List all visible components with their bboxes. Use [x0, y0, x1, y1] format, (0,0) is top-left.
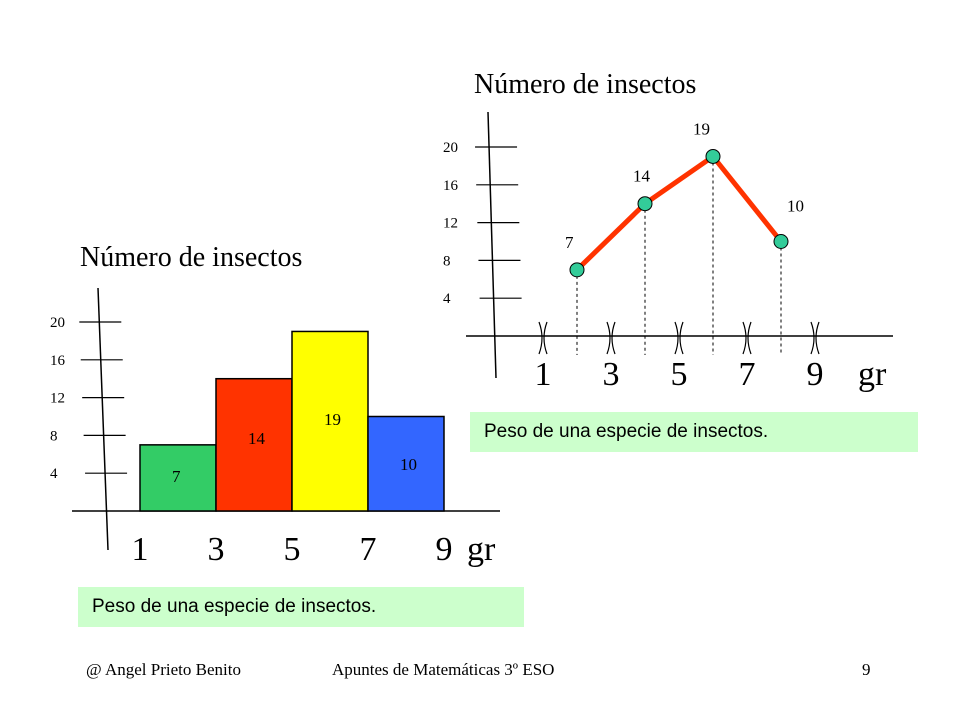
histogram-x-tick-label: 9	[436, 531, 453, 568]
histogram-bar	[215, 377, 293, 512]
polygon-point	[637, 196, 653, 212]
histogram-data-label: 14	[248, 429, 266, 448]
polygon-y-tick-label: 4	[443, 291, 451, 307]
histogram-bar	[291, 330, 369, 512]
histogram-bar	[139, 444, 217, 512]
histogram-y-tick-label: 8	[50, 428, 58, 444]
footer-author: @ Angel Prieto Benito	[86, 660, 241, 679]
histogram-bar	[367, 415, 445, 512]
polygon-x-tick-label: 7	[739, 356, 756, 393]
histogram-caption: Peso de una especie de insectos.	[78, 587, 524, 627]
polygon-x-tick-label: 1	[535, 356, 552, 393]
polygon-x-unit: gr	[858, 356, 887, 393]
polygon-y-tick-label: 20	[443, 140, 458, 156]
polygon-x-tick-label: 5	[671, 356, 688, 393]
histogram-data-label: 10	[400, 455, 417, 474]
polygon-data-label: 7	[565, 233, 574, 252]
polygon-class-bracket	[742, 321, 747, 355]
polygon-class-bracket	[674, 321, 679, 355]
polygon-class-bracket	[611, 321, 616, 355]
histogram-data-label: 19	[324, 410, 341, 429]
polygon-y-tick-label: 8	[443, 253, 451, 269]
polygon-title: Número de insectos	[474, 69, 696, 100]
polygon-point	[773, 234, 789, 249]
polygon-y-axis	[487, 111, 497, 379]
histogram-title: Número de insectos	[80, 242, 302, 273]
polygon-y-ticks: 4 8 12 16 20	[443, 140, 522, 307]
histogram-y-tick-label: 16	[50, 353, 66, 369]
histogram-y-tick-label: 4	[50, 466, 58, 482]
polygon-class-bracket	[815, 321, 820, 355]
histogram-y-ticks: 4 8 12 16 20	[50, 315, 128, 482]
histogram-x-tick-label: 5	[284, 531, 301, 568]
polygon-points	[569, 148, 789, 278]
polygon-data-label: 10	[787, 197, 804, 216]
polygon-class-bracket	[810, 321, 815, 355]
histogram-y-axis	[97, 287, 109, 551]
polygon-class-bracket	[543, 321, 548, 355]
polygon-chart: Número de insectos 4 8 12 16 20 7 14 19 10 1 3 5 7…	[443, 69, 893, 393]
polygon-caption: Peso de una especie de insectos.	[470, 412, 918, 452]
histogram-y-tick-label: 12	[50, 391, 65, 407]
polygon-series-line	[575, 153, 783, 272]
polygon-point	[705, 148, 721, 164]
histogram-chart: Número de insectos 4 8 12 16 20 7 14 19 10 1 3 5 7…	[50, 242, 500, 568]
histogram-x-tick-label: 7	[360, 531, 377, 568]
histogram-x-tick-label: 1	[132, 531, 149, 568]
polygon-class-bracket	[538, 321, 543, 355]
footer-course: Apuntes de Matemáticas 3º ESO	[332, 660, 555, 679]
polygon-class-bracket	[606, 321, 611, 355]
polygon-drop-lines	[576, 156, 782, 355]
polygon-class-bracket	[747, 321, 752, 355]
histogram-data-labels: 7 14 19 10	[172, 410, 417, 486]
histogram-y-tick-label: 20	[50, 315, 65, 331]
polygon-class-bracket	[679, 321, 684, 355]
polygon-x-tick-label: 3	[603, 356, 620, 393]
polygon-x-ticks: 1 3 5 7 9	[535, 356, 824, 393]
histogram-x-unit: gr	[467, 531, 496, 568]
polygon-data-label: 14	[633, 167, 651, 186]
footer-page: 9	[862, 660, 871, 679]
polygon-y-tick-label: 16	[443, 178, 459, 194]
histogram-x-tick-label: 3	[208, 531, 225, 568]
polygon-data-labels: 7 14 19 10	[565, 119, 804, 251]
histogram-x-ticks: 1 3 5 7 9	[132, 531, 453, 568]
polygon-data-label: 19	[693, 119, 710, 138]
polygon-y-tick-label: 12	[443, 216, 458, 232]
polygon-point	[569, 262, 585, 278]
histogram-data-label: 7	[172, 467, 181, 486]
polygon-x-tick-label: 9	[807, 356, 824, 393]
polygon-class-brackets	[538, 321, 820, 355]
polygon-line	[575, 153, 783, 272]
histogram-bars	[139, 330, 445, 512]
